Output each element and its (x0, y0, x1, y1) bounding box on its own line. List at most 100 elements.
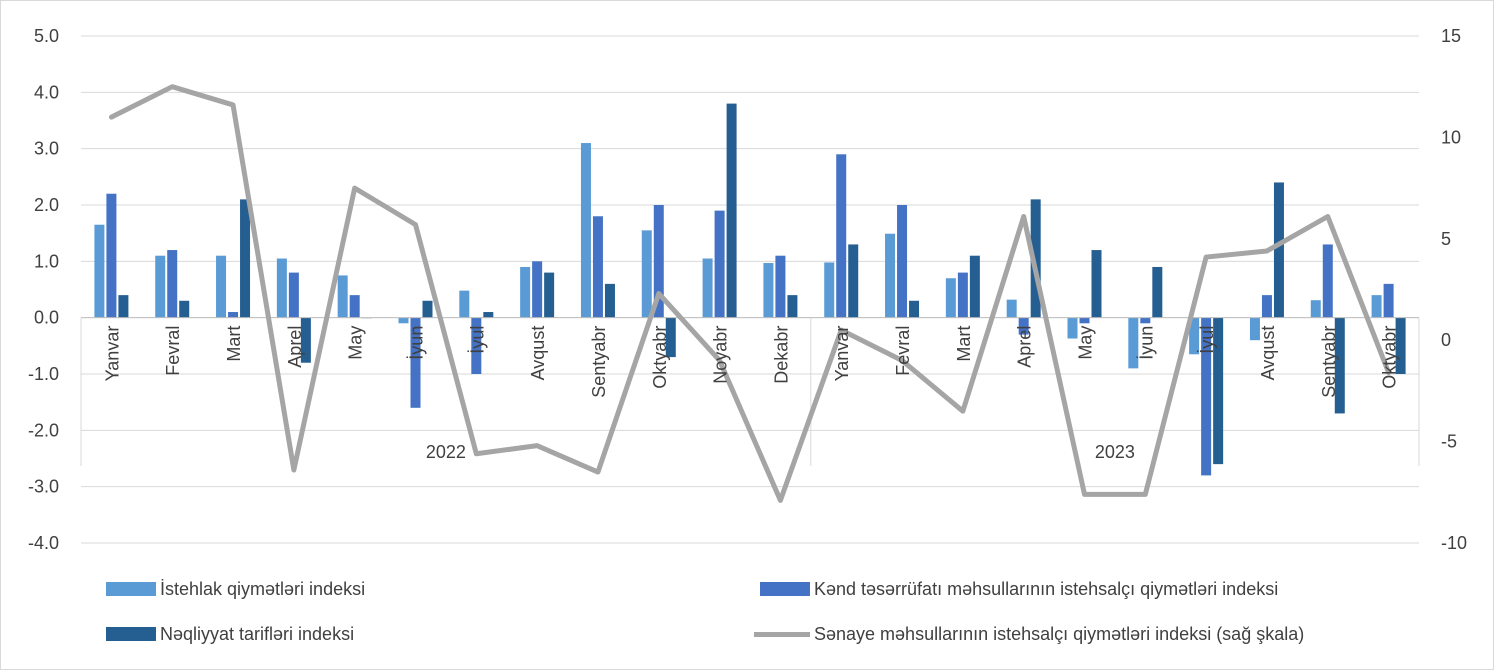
bar-series-3 (1213, 317, 1224, 465)
legend-swatch-series-3 (106, 627, 156, 641)
bar-series-2 (957, 272, 968, 318)
x-tick-label: Mart (224, 326, 244, 362)
series-line (108, 84, 1392, 503)
bar-series-3 (726, 103, 737, 318)
legend-item-series-2: Kənd təsərrüfatı məhsullarının istehsalç… (760, 578, 1278, 600)
bar-series-2 (349, 295, 360, 318)
x-tick-label: Fevral (893, 326, 913, 376)
bar-series-3 (1030, 199, 1041, 318)
bar-series-1 (1128, 317, 1139, 369)
bar-series-2 (714, 210, 725, 318)
x-tick-label: İyun (1136, 326, 1156, 360)
y-left-tick-label: 2.0 (34, 195, 59, 215)
bar-series-1 (398, 317, 409, 324)
x-tick-label: Avqust (528, 326, 548, 381)
bar-series-1 (520, 266, 531, 318)
chart-svg: 5.0 4.0 3.0 2.0 1.0 0.0 -1.0 -2.0 -3.0 -4.0 15 10 5 0… (28, 26, 1467, 553)
x-tick-label: May (346, 326, 366, 360)
bar-series-3 (422, 300, 433, 318)
bar-series-3 (300, 317, 311, 363)
bar-series-1 (1371, 295, 1382, 318)
bar-series-1 (337, 275, 348, 318)
x-tick-label: Dekabr (771, 326, 791, 384)
bar-series-2 (228, 312, 239, 318)
bar-series-2 (410, 317, 421, 408)
bar-series-1 (824, 262, 835, 318)
legend-swatch-series-4 (754, 631, 810, 637)
group-label: 2022 (426, 442, 466, 462)
x-tick-label: Oktyabr (650, 326, 670, 389)
legend: İstehlak qiymətləri indeksi Kənd təsərrü… (1, 573, 1494, 663)
bar-series-1 (1189, 317, 1200, 355)
bar-series-2 (1018, 317, 1029, 335)
bar-series-2 (653, 205, 664, 318)
bar-series-2 (592, 216, 603, 318)
bar-series-3 (969, 255, 980, 318)
x-tick-label: May (1076, 326, 1096, 360)
bar-series-3 (665, 317, 676, 358)
bar-series-2 (836, 154, 847, 318)
bar-series-3 (483, 312, 494, 318)
bar-series-1 (216, 255, 227, 318)
y-left-tick-label: -2.0 (28, 420, 59, 440)
y-right-tick-label: -10 (1441, 533, 1467, 553)
x-tick-label: İyul (1197, 326, 1217, 354)
x-tick-label: Fevral (163, 326, 183, 376)
bar-series-1 (459, 290, 470, 318)
bar-series-3 (1334, 317, 1345, 414)
bar-series-2 (1140, 317, 1151, 324)
legend-swatch-series-2 (760, 582, 810, 596)
legend-item-series-1: İstehlak qiymətləri indeksi (106, 578, 365, 600)
bar-series-1 (763, 263, 774, 318)
x-tick-label: Aprel (1015, 326, 1035, 368)
y-left-tick-label: 5.0 (34, 26, 59, 46)
bar-series-1 (276, 258, 287, 318)
bar-series-1 (945, 278, 956, 318)
bar-series-1 (885, 233, 896, 318)
x-tick-label: İyul (467, 326, 487, 354)
x-tick-label: Sentyabr (1319, 326, 1339, 398)
y-left-tick-label: 4.0 (34, 82, 59, 102)
y-left-tick-label: -4.0 (28, 533, 59, 553)
bar-series-3 (848, 244, 859, 318)
bar-series-3 (787, 295, 798, 318)
x-tick-label: İyun (407, 326, 427, 360)
y-right-tick-label: 10 (1441, 127, 1461, 147)
bar-series-1 (1249, 317, 1260, 341)
bar-series-2 (167, 250, 178, 318)
bar-series-3 (118, 295, 129, 318)
x-tick-label: Yanvar (832, 326, 852, 382)
bar-series-3 (240, 199, 251, 318)
bar-series-2 (471, 317, 482, 374)
bar-series-3 (909, 300, 920, 318)
bar-series-2 (1383, 283, 1394, 318)
bar-series-2 (1201, 317, 1212, 476)
bar-series-1 (702, 258, 713, 318)
legend-swatch-series-1 (106, 582, 156, 596)
legend-label-series-3: Nəqliyyat tarifləri indeksi (160, 623, 355, 644)
bar-series-1 (94, 224, 105, 318)
bar-series-2 (775, 255, 786, 318)
legend-item-series-4: Sənaye məhsullarının istehsalçı qiymətlə… (754, 623, 1304, 645)
x-tick-label: Aprel (285, 326, 305, 368)
x-tick-label: Sentyabr (589, 326, 609, 398)
y-right-tick-label: -5 (1441, 432, 1457, 452)
y-left-tick-label: 1.0 (34, 251, 59, 271)
legend-label-series-1: İstehlak qiymətləri indeksi (160, 578, 366, 599)
bar-series-3 (1091, 250, 1102, 318)
bar-series-3 (1273, 182, 1284, 318)
bar-series-1 (580, 143, 591, 318)
bar-series-3 (604, 283, 615, 318)
bar-series-2 (106, 193, 117, 318)
legend-item-series-3: Nəqliyyat tarifləri indeksi (106, 623, 354, 645)
bar-series-2 (288, 272, 299, 318)
bar-series-1 (1006, 299, 1017, 318)
bar-series-3 (179, 300, 190, 318)
legend-label-series-2: Kənd təsərrüfatı məhsullarının istehsalç… (814, 578, 1279, 599)
bar-series-1 (641, 230, 652, 318)
y-left-tick-label: 3.0 (34, 139, 59, 159)
x-tick-label: Noyabr (711, 326, 731, 384)
x-tick-label: Oktyabr (1380, 326, 1400, 389)
bar-series-1 (155, 255, 166, 318)
